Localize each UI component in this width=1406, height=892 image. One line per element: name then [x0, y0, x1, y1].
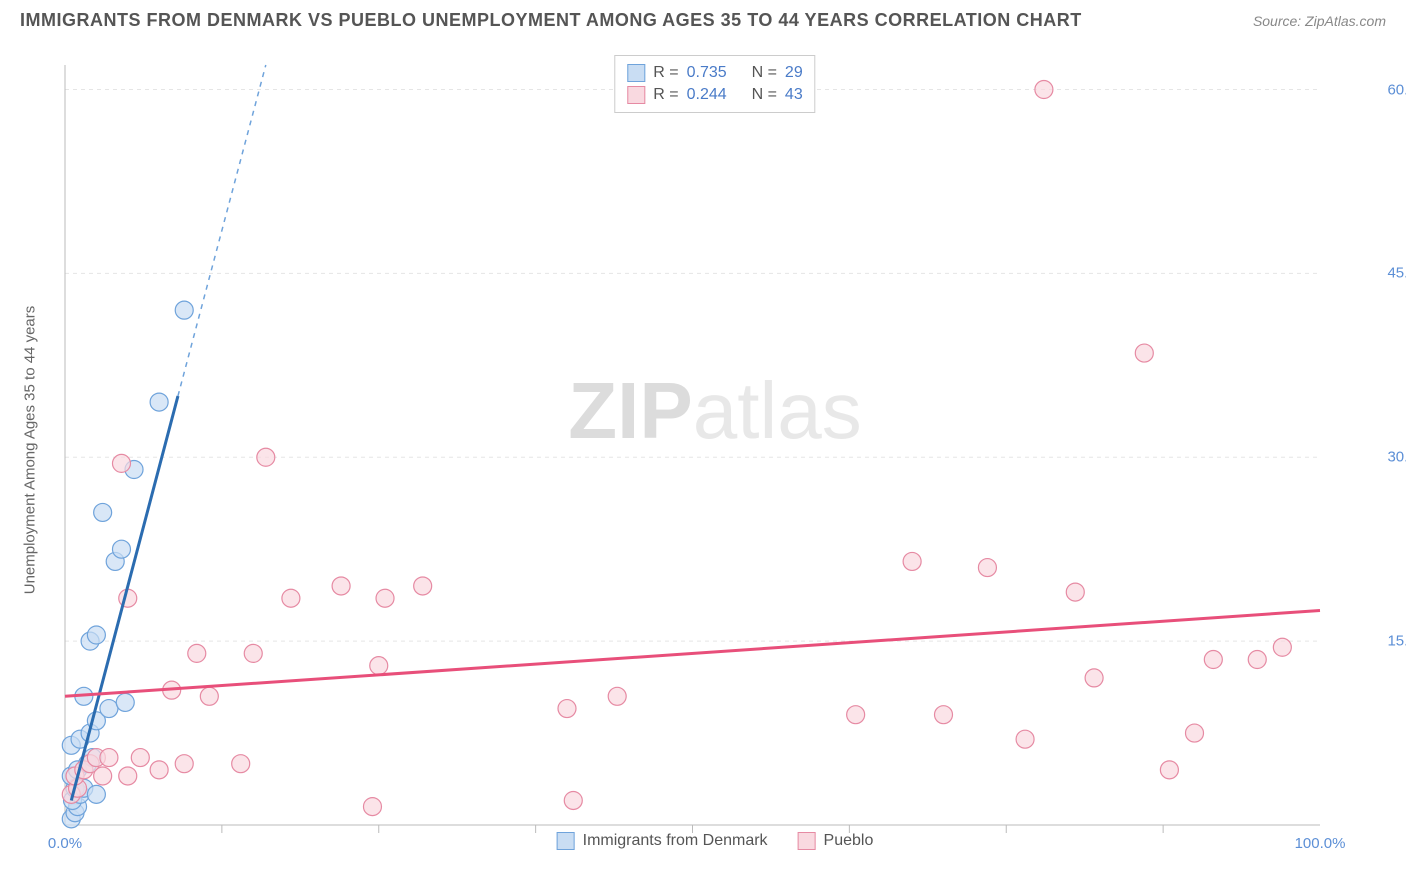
x-tick-label: 0.0% [48, 835, 82, 852]
y-tick-label: 15.0% [1387, 633, 1406, 650]
bottom-legend: Immigrants from Denmark Pueblo [557, 832, 874, 850]
legend-label: Pueblo [824, 832, 874, 850]
legend-item-denmark: Immigrants from Denmark [557, 832, 768, 850]
y-tick-label: 45.0% [1387, 265, 1406, 282]
legend-swatch-icon [557, 832, 575, 850]
source-label: Source: ZipAtlas.com [1253, 13, 1386, 29]
stats-legend: R = 0.735 N = 29 R = 0.244 N = 43 [614, 55, 815, 113]
y-axis-label: Unemployment Among Ages 35 to 44 years [22, 306, 39, 595]
y-tick-label: 60.0% [1387, 81, 1406, 98]
legend-label: Immigrants from Denmark [583, 832, 768, 850]
stats-row-denmark: R = 0.735 N = 29 [627, 62, 802, 84]
scatter-plot [50, 55, 1380, 845]
chart-title: IMMIGRANTS FROM DENMARK VS PUEBLO UNEMPL… [20, 10, 1082, 31]
y-tick-label: 30.0% [1387, 449, 1406, 466]
legend-swatch-icon [798, 832, 816, 850]
stats-row-pueblo: R = 0.244 N = 43 [627, 84, 802, 106]
header: IMMIGRANTS FROM DENMARK VS PUEBLO UNEMPL… [0, 0, 1406, 36]
legend-swatch-denmark [627, 64, 645, 82]
legend-item-pueblo: Pueblo [798, 832, 874, 850]
chart-container: Unemployment Among Ages 35 to 44 years Z… [50, 55, 1380, 845]
x-tick-label: 100.0% [1295, 835, 1346, 852]
legend-swatch-pueblo [627, 86, 645, 104]
